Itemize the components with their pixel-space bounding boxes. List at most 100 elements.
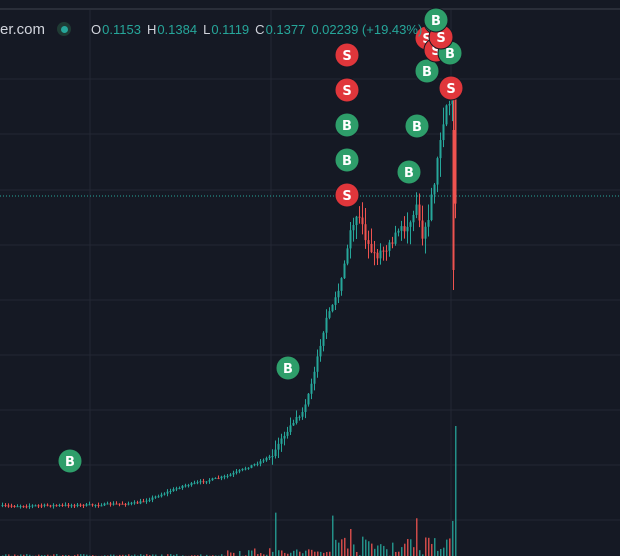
candle-body: [454, 96, 457, 204]
candle-body: [358, 216, 361, 218]
candle-body: [133, 502, 136, 504]
volume-bar: [335, 539, 337, 556]
candle-body: [169, 491, 172, 493]
candle-body: [340, 278, 343, 291]
volume-bar: [317, 551, 319, 556]
candle-body: [346, 248, 349, 264]
buy-marker: [57, 448, 83, 474]
candle-body: [229, 474, 232, 476]
volume-bar: [362, 536, 364, 556]
volume-bar: [347, 548, 349, 556]
candle-body: [253, 464, 256, 466]
volume-bar: [290, 552, 292, 556]
candle-body: [217, 477, 220, 479]
candle-body: [289, 425, 292, 432]
volume-bar: [371, 543, 373, 556]
volume-bar: [155, 554, 157, 556]
candle-body: [7, 505, 10, 507]
candle-body: [403, 226, 406, 232]
candle-body: [292, 422, 295, 426]
candle-body: [265, 457, 268, 461]
candle-body: [274, 449, 277, 457]
candle-body: [184, 485, 187, 487]
volume-bar: [305, 550, 307, 556]
volume-bar: [377, 545, 379, 556]
legend-bar: er.com O0.1153 H0.1384 L0.1119 C0.1377 0…: [0, 18, 422, 40]
candle-body: [31, 505, 34, 507]
site-name: er.com: [0, 20, 46, 38]
volume-bar: [113, 554, 115, 556]
candle-body: [190, 483, 193, 486]
volume-bar: [167, 554, 169, 556]
volume-bar: [314, 551, 316, 556]
candle-body: [406, 226, 409, 232]
volume-bar: [386, 549, 388, 556]
candle-body: [22, 506, 25, 508]
candle-body: [1, 505, 4, 507]
sell-marker-label: S: [436, 31, 445, 46]
candle-body: [379, 250, 382, 259]
candle-body: [202, 481, 205, 483]
candle-body: [427, 220, 430, 227]
candle-body: [196, 482, 199, 484]
sell-marker-label: S: [431, 44, 440, 59]
candle-body: [49, 505, 52, 507]
candle-body: [13, 505, 16, 507]
volume-bar: [140, 554, 142, 556]
candle-body: [136, 502, 139, 504]
volume-bar: [455, 426, 457, 556]
buy-marker-label: B: [342, 154, 352, 169]
candle-body: [79, 504, 82, 506]
candle-body: [415, 204, 418, 215]
candle-body: [85, 504, 88, 506]
candle-body: [181, 485, 184, 489]
volume-bar: [374, 548, 376, 556]
candle-body: [112, 503, 115, 505]
volume-bar: [416, 518, 418, 556]
buy-marker: [275, 355, 301, 381]
candle-body: [376, 252, 379, 259]
candle-body: [331, 304, 334, 312]
candle-body: [433, 184, 436, 195]
candle-body: [175, 488, 178, 490]
volume-bar: [407, 539, 409, 556]
volume-bar: [311, 549, 313, 556]
candle-body: [124, 503, 127, 505]
volume-bar: [53, 554, 55, 556]
candle-body: [67, 504, 70, 506]
volume-bar: [365, 539, 367, 556]
candle-body: [325, 317, 328, 333]
candle-body: [148, 499, 151, 501]
volume-bar: [122, 554, 124, 556]
volume-bar: [248, 550, 250, 556]
volume-bar: [254, 548, 256, 556]
candle-body: [268, 456, 271, 458]
candle-body: [211, 478, 214, 481]
buy-marker-label: B: [431, 14, 441, 29]
candle-body: [238, 470, 241, 472]
volume-bar: [173, 554, 175, 556]
volume-bar: [341, 539, 343, 556]
volume-bar: [428, 537, 430, 556]
ohlc-change: 0.02239 (+19.43%): [311, 21, 423, 37]
candle-body: [130, 502, 133, 504]
candle-body: [16, 506, 19, 508]
volume-bar: [80, 554, 82, 556]
volume-bar: [206, 554, 208, 556]
candle-body: [256, 463, 259, 465]
candle-body: [205, 481, 208, 483]
candle-body: [307, 393, 310, 405]
sell-marker-label: S: [446, 82, 455, 97]
candle-body: [452, 130, 455, 270]
candle-body: [370, 243, 373, 253]
volume-bar: [332, 515, 334, 556]
volume-bar: [404, 543, 406, 556]
ohlc-close: C0.1377: [255, 21, 306, 37]
volume-bar: [323, 552, 325, 556]
sell-marker: [334, 42, 360, 68]
volume-bar: [293, 550, 295, 556]
candle-body: [154, 496, 157, 498]
volume-bar: [299, 551, 301, 556]
